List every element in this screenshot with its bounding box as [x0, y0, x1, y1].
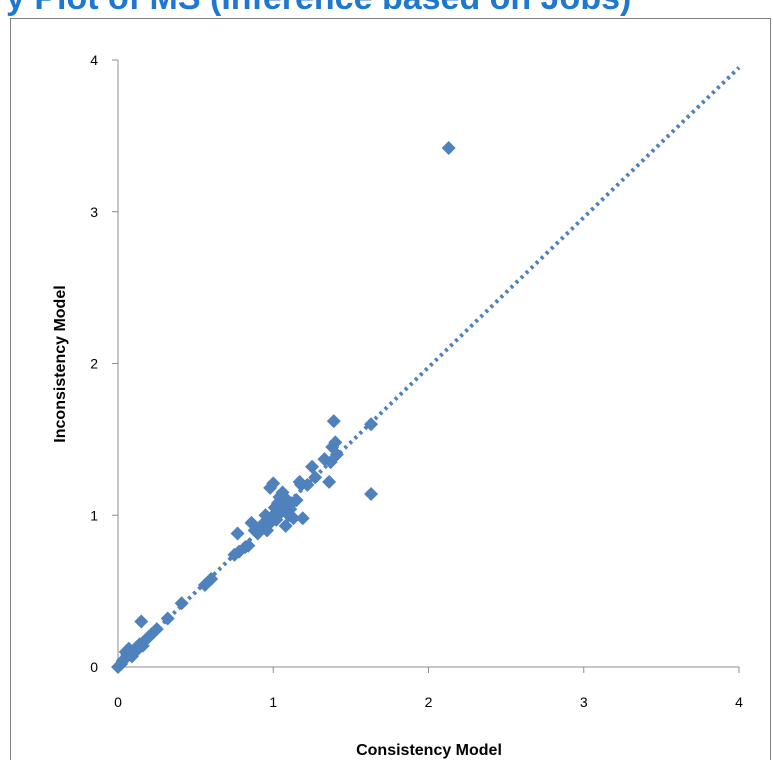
data-point: [308, 470, 323, 485]
labels-layer: 0 1 2 3 4 0 1 2 3 4 Consistency Model Inconsistency…: [52, 52, 743, 759]
y-tick-label: 0: [90, 659, 98, 675]
data-point: [266, 476, 281, 491]
x-tick-label: 0: [114, 694, 122, 710]
data-point: [174, 596, 189, 611]
axes-layer: [112, 59, 740, 673]
data-point: [441, 141, 456, 156]
y-tick-label: 2: [90, 356, 98, 372]
data-point: [295, 511, 310, 526]
data-point: [230, 526, 245, 541]
x-tick-label: 4: [735, 694, 743, 710]
x-axis-title: Consistency Model: [356, 742, 502, 759]
data-point: [286, 511, 301, 526]
data-point: [300, 477, 315, 492]
y-tick-label: 4: [90, 52, 98, 68]
data-point: [289, 493, 304, 508]
points-layer: [111, 141, 456, 674]
data-point: [149, 622, 164, 637]
data-point: [329, 447, 344, 462]
data-point: [244, 515, 259, 530]
data-point: [160, 611, 175, 626]
x-tick-label: 3: [580, 694, 588, 710]
data-point: [204, 571, 219, 586]
data-point: [364, 417, 379, 432]
data-point: [328, 435, 343, 450]
data-point: [134, 614, 149, 629]
data-point: [241, 538, 256, 553]
data-point: [326, 414, 341, 429]
data-point: [305, 459, 320, 474]
chart-title: y Plot of MS (Inference based on Jobs): [0, 0, 773, 18]
y-axis-title: Inconsistency Model: [52, 285, 69, 442]
y-tick-label: 1: [90, 507, 98, 523]
data-point: [322, 474, 337, 489]
data-point: [278, 518, 293, 533]
data-point: [364, 487, 379, 502]
x-tick-label: 1: [269, 694, 277, 710]
chart-frame: [10, 18, 771, 760]
x-tick-label: 2: [425, 694, 433, 710]
y-tick-label: 3: [90, 204, 98, 220]
